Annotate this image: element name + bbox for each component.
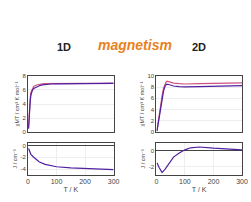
svg-text:100: 100	[51, 178, 63, 185]
svg-text:8: 8	[22, 73, 26, 79]
svg-text:0: 0	[154, 178, 158, 185]
svg-text:magnetism: magnetism	[98, 37, 172, 53]
svg-text:0: 0	[26, 178, 30, 185]
svg-text:8: 8	[151, 84, 155, 90]
svg-text:2: 2	[151, 118, 155, 124]
svg-text:6: 6	[151, 95, 155, 101]
svg-text:0: 0	[22, 143, 26, 149]
svg-text:J / cm⁻¹: J / cm⁻¹	[140, 149, 146, 169]
svg-text:1D: 1D	[57, 41, 71, 53]
svg-text:2D: 2D	[192, 41, 206, 53]
svg-text:0: 0	[22, 129, 26, 135]
svg-text:300: 300	[236, 178, 248, 185]
svg-text:6: 6	[22, 87, 26, 93]
svg-text:-2: -2	[149, 164, 155, 170]
svg-text:T / K: T / K	[63, 186, 78, 193]
svg-text:300: 300	[108, 178, 120, 185]
svg-text:0: 0	[151, 129, 155, 135]
svg-text:100: 100	[179, 178, 191, 185]
svg-text:0: 0	[151, 148, 155, 154]
svg-text:4: 4	[22, 101, 26, 107]
svg-text:J / cm⁻¹: J / cm⁻¹	[12, 149, 18, 169]
svg-text:10: 10	[148, 73, 155, 79]
svg-text:-4: -4	[20, 166, 26, 172]
svg-text:200: 200	[208, 178, 220, 185]
svg-text:χMT / cm³ K mol⁻¹: χMT / cm³ K mol⁻¹	[14, 81, 20, 126]
svg-text:4: 4	[151, 107, 155, 113]
svg-text:χMT / cm³ K mol⁻¹: χMT / cm³ K mol⁻¹	[139, 81, 145, 126]
svg-text:T / K: T / K	[192, 186, 207, 193]
svg-text:2: 2	[22, 115, 26, 121]
svg-text:-2: -2	[20, 154, 26, 160]
svg-text:200: 200	[79, 178, 91, 185]
